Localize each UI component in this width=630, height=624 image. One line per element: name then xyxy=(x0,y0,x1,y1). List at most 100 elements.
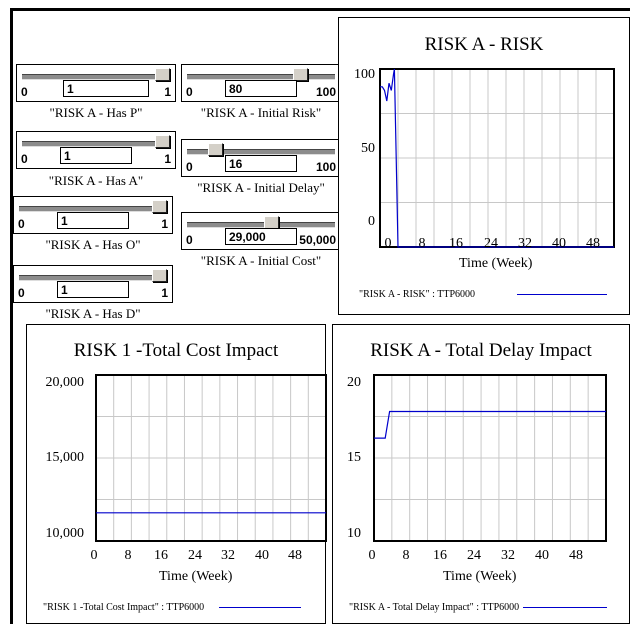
total-cost-impact-graph-panel[interactable]: RISK 1 -Total Cost Impact 20,000 15,000 … xyxy=(26,324,327,624)
x-tick-label: 16 xyxy=(449,236,463,251)
initial-cost-label: "RISK A - Initial Cost" xyxy=(200,253,322,268)
value-field[interactable]: 1 xyxy=(60,147,132,164)
slider-track[interactable] xyxy=(22,141,170,147)
x-tick-label: 48 xyxy=(288,548,302,563)
slider-max: 1 xyxy=(164,152,171,166)
slider-track[interactable] xyxy=(19,275,167,281)
initial-cost-slider[interactable]: 29,000 0 50,000 xyxy=(181,212,341,250)
slider-max: 100 xyxy=(315,160,336,174)
slider-thumb[interactable] xyxy=(293,68,309,81)
series-line xyxy=(380,68,614,248)
has-a-label: "RISK A - Has A" xyxy=(48,173,144,188)
value-field[interactable]: 1 xyxy=(57,281,129,298)
has-o-slider[interactable]: 1 0 1 xyxy=(13,196,173,234)
slider-thumb[interactable] xyxy=(155,68,170,81)
x-tick-label: 32 xyxy=(501,548,515,563)
slider-thumb[interactable] xyxy=(208,143,224,156)
initial-delay-slider[interactable]: 16 0 100 xyxy=(181,139,341,177)
slider-min: 0 xyxy=(186,233,193,247)
x-tick-label: 24 xyxy=(467,548,481,563)
initial-risk-slider[interactable]: 80 0 100 xyxy=(181,64,341,102)
slider-min: 0 xyxy=(186,85,193,99)
model-canvas-frame xyxy=(10,8,630,624)
risk-graph-panel[interactable]: RISK A - RISK 100 50 0 0 8 16 24 32 40 4… xyxy=(338,17,630,315)
series-line xyxy=(374,410,606,439)
x-tick-label: 32 xyxy=(518,236,532,251)
x-tick-label: 48 xyxy=(586,236,600,251)
x-axis-label: Time (Week) xyxy=(159,569,233,584)
has-d-slider[interactable]: 1 0 1 xyxy=(13,265,173,303)
x-tick-label: 8 xyxy=(418,236,426,251)
legend-line xyxy=(517,294,607,295)
total-delay-impact-graph-panel[interactable]: RISK A - Total Delay Impact 20 15 10 0 8… xyxy=(332,324,630,624)
slider-min: 0 xyxy=(21,85,28,99)
value-field[interactable]: 16 xyxy=(225,155,297,172)
has-p-label: "RISK A - Has P" xyxy=(49,105,143,120)
chart-title: RISK 1 -Total Cost Impact xyxy=(73,340,279,361)
slider-track[interactable] xyxy=(19,206,167,212)
value-field[interactable]: 1 xyxy=(57,212,129,229)
x-tick-label: 8 xyxy=(402,548,410,563)
chart-title: RISK A - Total Delay Impact xyxy=(370,340,592,361)
y-tick-label: 100 xyxy=(354,67,375,82)
plot-area xyxy=(379,68,615,248)
plot-area xyxy=(95,374,327,542)
x-tick-label: 8 xyxy=(124,548,132,563)
legend-label: "RISK A - RISK" : TTP6000 xyxy=(359,289,476,300)
slider-thumb[interactable] xyxy=(152,200,167,213)
initial-delay-label: "RISK A - Initial Delay" xyxy=(197,180,325,195)
initial-risk-label: "RISK A - Initial Risk" xyxy=(200,105,322,120)
has-o-label: "RISK A - Has O" xyxy=(45,237,141,252)
x-axis-label: Time (Week) xyxy=(443,569,517,584)
slider-max: 1 xyxy=(164,85,171,99)
slider-min: 0 xyxy=(186,160,193,174)
has-d-label: "RISK A - Has D" xyxy=(45,306,141,321)
has-a-slider[interactable]: 1 0 1 xyxy=(16,131,176,169)
plot-border xyxy=(373,374,607,542)
y-tick-label: 15 xyxy=(347,450,361,465)
y-tick-label: 10,000 xyxy=(45,526,85,541)
plot-border xyxy=(95,374,327,542)
y-tick-label: 0 xyxy=(368,214,375,229)
slider-min: 0 xyxy=(18,217,25,231)
legend-label: "RISK A - Total Delay Impact" : TTP6000 xyxy=(349,602,520,613)
x-tick-label: 0 xyxy=(384,236,392,251)
x-tick-label: 24 xyxy=(188,548,202,563)
value-field[interactable]: 1 xyxy=(63,80,149,97)
slider-track[interactable] xyxy=(187,74,335,80)
x-tick-label: 40 xyxy=(255,548,269,563)
y-tick-label: 50 xyxy=(361,141,375,156)
x-tick-label: 40 xyxy=(552,236,566,251)
slider-track[interactable] xyxy=(22,74,170,80)
slider-max: 100 xyxy=(315,85,336,99)
slider-thumb[interactable] xyxy=(152,269,167,282)
value-field[interactable]: 29,000 xyxy=(225,228,297,245)
slider-max: 50,000 xyxy=(299,233,336,247)
plot-area xyxy=(373,374,607,542)
x-tick-label: 16 xyxy=(433,548,447,563)
x-tick-label: 0 xyxy=(368,548,376,563)
x-tick-label: 24 xyxy=(484,236,498,251)
slider-max: 1 xyxy=(161,217,168,231)
value-field[interactable]: 80 xyxy=(225,80,297,97)
x-tick-label: 0 xyxy=(90,548,98,563)
slider-max: 1 xyxy=(161,286,168,300)
x-axis-label: Time (Week) xyxy=(459,256,533,271)
x-tick-label: 40 xyxy=(535,548,549,563)
slider-min: 0 xyxy=(21,152,28,166)
y-tick-label: 20,000 xyxy=(45,375,85,390)
slider-thumb[interactable] xyxy=(155,135,170,148)
slider-min: 0 xyxy=(18,286,25,300)
slider-track[interactable] xyxy=(187,222,335,228)
slider-track[interactable] xyxy=(187,149,335,155)
chart-title: RISK A - RISK xyxy=(424,34,544,55)
y-tick-label: 20 xyxy=(347,375,361,390)
x-tick-label: 48 xyxy=(569,548,583,563)
legend-line xyxy=(523,607,607,608)
has-p-slider[interactable]: 1 0 1 xyxy=(16,64,176,102)
y-tick-label: 10 xyxy=(347,526,361,541)
legend-label: "RISK 1 -Total Cost Impact" : TTP6000 xyxy=(43,602,205,613)
y-tick-label: 15,000 xyxy=(45,450,85,465)
legend-line xyxy=(219,607,301,608)
x-tick-label: 16 xyxy=(154,548,168,563)
